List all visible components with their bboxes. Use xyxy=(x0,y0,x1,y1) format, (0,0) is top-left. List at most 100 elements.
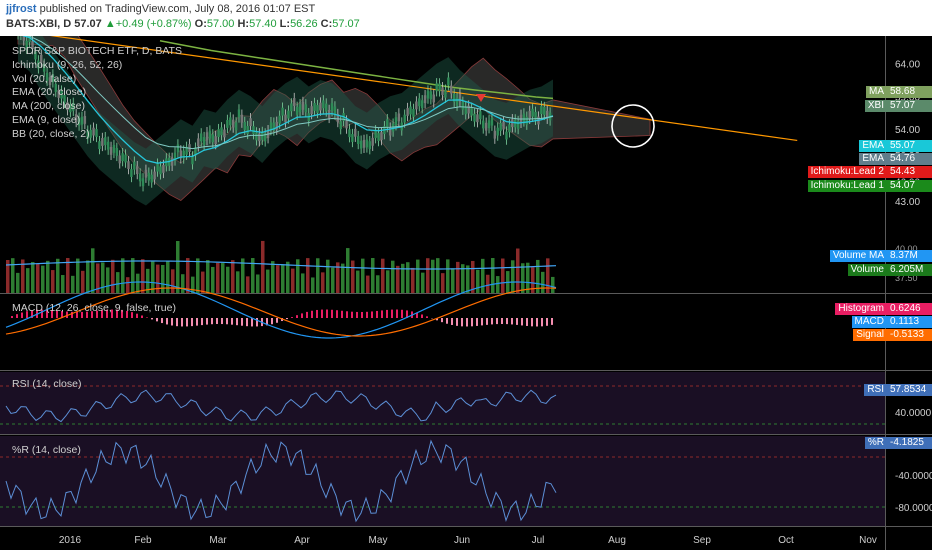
macd-histogram-bar xyxy=(266,318,268,326)
macd-histogram-bar xyxy=(421,314,423,318)
macd-histogram-bar xyxy=(71,311,73,318)
candle-body xyxy=(159,166,162,175)
chart-header: jjfrost published on TradingView.com, Ju… xyxy=(0,0,932,36)
candle-body xyxy=(156,163,159,172)
macd-histogram-bar xyxy=(291,317,293,318)
macd-histogram-bar xyxy=(256,318,258,327)
macd-histogram-bar xyxy=(271,318,273,325)
volume-bar xyxy=(451,268,455,293)
macd-histogram-bar xyxy=(316,309,318,318)
macd-histogram-bar xyxy=(61,311,63,318)
volume-bar xyxy=(206,260,210,293)
macd-histogram-bar xyxy=(86,311,88,318)
candle-body xyxy=(83,115,87,124)
macd-histogram-bar xyxy=(11,316,13,318)
volume-bar xyxy=(496,276,500,293)
legend-title: SPDR S&P BIOTECH ETF, D, BATS xyxy=(12,45,182,57)
volume-bar xyxy=(276,265,280,293)
volume-bar xyxy=(331,267,335,293)
candle-body xyxy=(339,121,342,130)
candle-body xyxy=(409,106,412,115)
rsi-label[interactable]: RSI (14, close) xyxy=(12,378,82,390)
macd-histogram-bar xyxy=(151,318,153,320)
symbol-label: BATS:XBI, D xyxy=(6,18,72,30)
volume-bar xyxy=(526,262,530,293)
macd-histogram-bar xyxy=(296,315,298,318)
time-axis-label: Sep xyxy=(693,535,711,546)
macd-histogram-bar xyxy=(321,309,323,318)
open-label: O: xyxy=(194,18,207,30)
volume-bar xyxy=(351,260,355,293)
legend-item-volume[interactable]: Vol (20, false) xyxy=(12,72,77,85)
volume-bar xyxy=(551,276,555,293)
volume-bar xyxy=(321,272,325,293)
macd-histogram-bar xyxy=(391,309,393,318)
candle-body xyxy=(22,36,26,41)
candle-body xyxy=(211,134,215,143)
macd-histogram-bar xyxy=(516,318,518,325)
macd-histogram-bar xyxy=(511,318,513,325)
candle-body xyxy=(522,113,526,122)
macd-histogram-bar xyxy=(141,315,143,318)
volume-bar xyxy=(226,266,230,293)
volume-bar xyxy=(336,262,340,293)
volume-bar xyxy=(76,258,80,293)
legend-item-ema20[interactable]: EMA (20, close) xyxy=(12,86,87,99)
candle-body xyxy=(77,117,81,126)
volume-bar xyxy=(41,265,45,293)
candle-body xyxy=(531,108,534,117)
legend-item-ichimoku[interactable]: Ichimoku (9, 26, 52, 26) xyxy=(12,58,123,71)
candle-body xyxy=(51,74,55,83)
candle-body xyxy=(365,139,369,148)
candle-body xyxy=(197,138,200,147)
volume-bar xyxy=(356,270,360,293)
candle-body xyxy=(275,121,278,130)
axis-value-tag: %R -4.1825 xyxy=(864,437,932,449)
macd-histogram-bar xyxy=(336,310,338,318)
macd-histogram-bar xyxy=(276,318,278,323)
candle-body xyxy=(104,137,107,146)
ema9-line xyxy=(21,36,554,164)
legend-item-bb[interactable]: BB (20, close, 2) xyxy=(12,127,90,140)
candle-body xyxy=(234,122,238,131)
macd-histogram-bar xyxy=(236,318,238,326)
candle-body xyxy=(45,72,49,81)
willr-tick-label: -40.0000 xyxy=(895,471,932,482)
candle-body xyxy=(295,106,299,115)
volume-bar xyxy=(491,258,495,293)
macd-histogram-bar xyxy=(126,310,128,318)
axis-value-tag: Volume MA 8.37M xyxy=(829,250,932,262)
tag-label: RSI xyxy=(864,384,887,396)
willr-label[interactable]: %R (14, close) xyxy=(12,444,81,456)
volume-bar xyxy=(411,267,415,293)
candle-body xyxy=(356,136,360,144)
candle-body xyxy=(202,137,206,145)
candle-body xyxy=(345,120,348,129)
macd-histogram-bar xyxy=(161,318,163,324)
candle-body xyxy=(25,40,28,49)
time-axis-label: Mar xyxy=(209,535,227,546)
legend-item-ema9[interactable]: EMA (9, close) xyxy=(12,113,81,126)
candle-body xyxy=(476,114,479,123)
volume-bar xyxy=(546,258,550,293)
macd-histogram-bar xyxy=(216,318,218,325)
chart-canvas[interactable]: 64.0059.0054.0050.0046.0043.0040.0037.50… xyxy=(0,36,932,550)
author-link[interactable]: jjfrost xyxy=(6,3,37,15)
volume-bar xyxy=(396,265,400,293)
tag-label: MACD xyxy=(851,316,887,328)
volume-bar xyxy=(151,261,155,293)
open-value: 57.00 xyxy=(206,18,235,30)
legend-item-ma200[interactable]: MA (200, close) xyxy=(12,100,85,113)
macd-histogram-bar xyxy=(156,318,158,322)
volume-bar xyxy=(51,270,55,293)
candle-body xyxy=(479,111,482,120)
volume-bar xyxy=(386,270,390,293)
macd-histogram-bar xyxy=(146,317,148,318)
candle-body xyxy=(362,139,366,148)
macd-histogram-bar xyxy=(476,318,478,326)
candle-body xyxy=(138,173,142,182)
volume-bar xyxy=(106,267,110,293)
macd-label[interactable]: MACD (12, 26, close, 9, false, true) xyxy=(12,302,176,314)
candle-body xyxy=(141,178,145,187)
candle-body xyxy=(386,119,389,128)
